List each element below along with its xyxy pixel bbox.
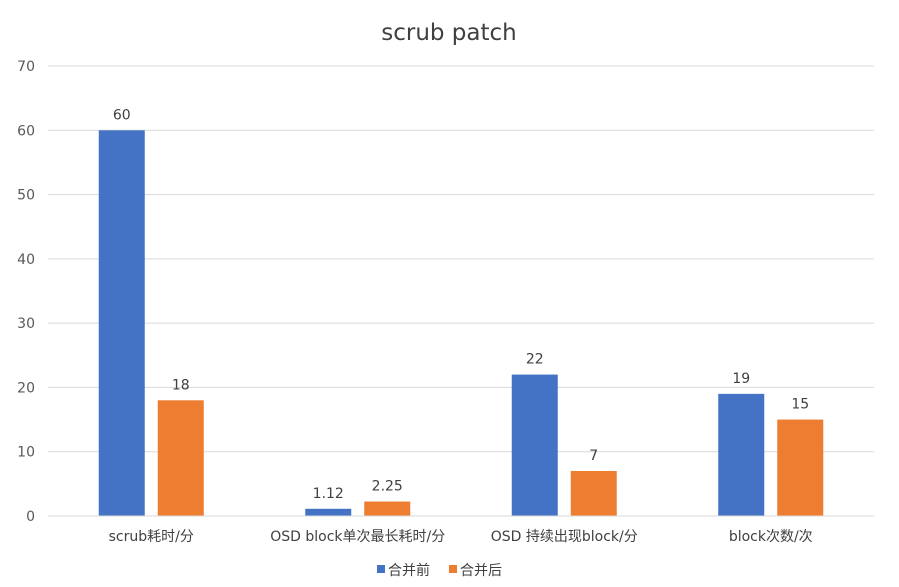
data-label: 15 — [791, 397, 809, 413]
y-axis-ticks: 0 10 20 30 40 50 60 70 — [17, 59, 35, 525]
legend-label: 合并后 — [460, 563, 502, 579]
y-tick-label: 60 — [17, 123, 35, 139]
data-label: 18 — [172, 377, 190, 393]
chart-title: scrub patch — [381, 20, 517, 46]
bar — [511, 374, 558, 516]
data-label: 60 — [113, 107, 131, 123]
data-label: 19 — [732, 371, 750, 387]
bar — [157, 400, 204, 516]
x-category-label: block次数/次 — [729, 529, 813, 545]
y-tick-label: 50 — [17, 188, 35, 204]
bar — [777, 419, 824, 516]
data-label: 1.12 — [313, 486, 344, 502]
gridlines — [48, 65, 874, 453]
y-tick-label: 30 — [17, 316, 35, 332]
legend: 合并前 合并后 — [377, 562, 502, 579]
y-tick-label: 0 — [26, 509, 35, 525]
y-tick-label: 70 — [17, 59, 35, 75]
bar — [570, 471, 617, 516]
x-axis-categories: scrub耗时/分 OSD block单次最长耗时/分 OSD 持续出现block/… — [109, 528, 813, 545]
x-category-label: OSD 持续出现block/分 — [491, 528, 638, 545]
data-labels: 60 18 1.12 2.25 22 7 19 15 — [113, 107, 809, 502]
x-category-label: scrub耗时/分 — [109, 529, 194, 545]
data-label: 2.25 — [372, 479, 403, 495]
bars — [98, 130, 824, 517]
bar — [718, 393, 765, 516]
data-label: 7 — [589, 448, 598, 464]
legend-label: 合并前 — [388, 562, 430, 579]
y-tick-label: 10 — [17, 445, 35, 461]
legend-swatch — [377, 565, 385, 573]
legend-swatch — [449, 565, 457, 573]
y-tick-label: 40 — [17, 252, 35, 268]
y-tick-label: 20 — [17, 380, 35, 396]
bar — [305, 508, 352, 516]
x-category-label: OSD block单次最长耗时/分 — [270, 529, 445, 545]
bar — [98, 130, 145, 517]
data-label: 22 — [526, 352, 544, 368]
bar — [364, 501, 411, 516]
